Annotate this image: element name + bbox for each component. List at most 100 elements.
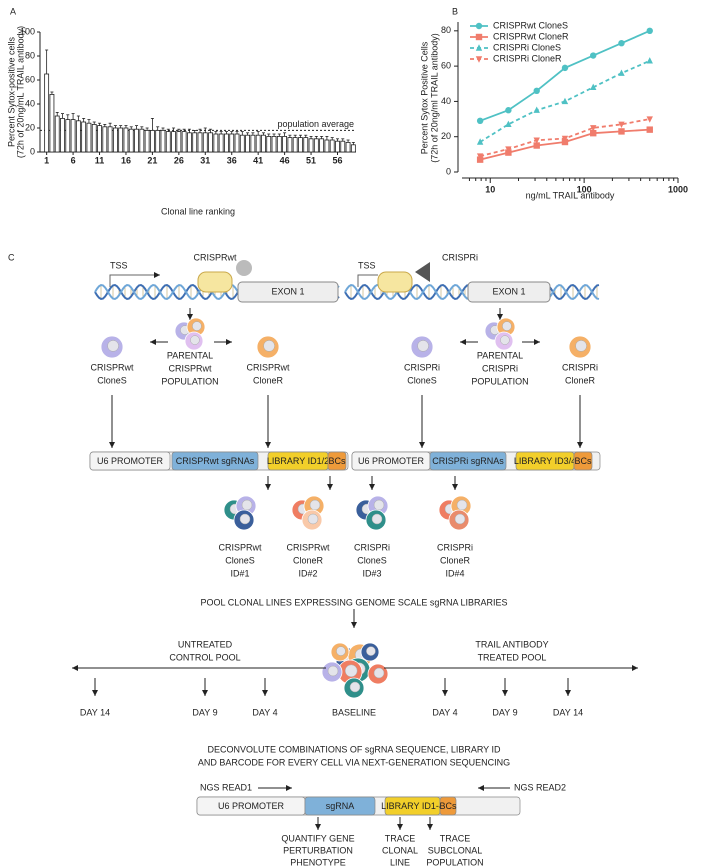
marker <box>561 97 569 105</box>
label: ID#3 <box>362 568 381 578</box>
cell-nucleus <box>454 513 466 525</box>
read-label: NGS READ2 <box>514 782 566 792</box>
vector-label: LIBRARY ID1-4 <box>381 801 444 811</box>
marker <box>590 52 597 59</box>
marker <box>476 153 484 160</box>
cell-nucleus <box>239 513 251 525</box>
bar <box>245 134 251 153</box>
vector-segment <box>89 451 171 471</box>
marker <box>646 27 653 35</box>
bar <box>271 135 277 153</box>
label: CloneR <box>293 555 324 565</box>
x-tick-label: 6 <box>71 155 76 165</box>
label: CloneS <box>357 555 387 565</box>
bar <box>234 133 240 153</box>
construct-name: CRISPRi <box>442 252 478 262</box>
bar <box>250 134 256 153</box>
label: CloneS <box>97 375 127 385</box>
y-tick-label: 80 <box>441 25 451 35</box>
bar <box>197 132 203 153</box>
marker <box>505 146 512 153</box>
bar <box>65 119 71 153</box>
timepoint-label: DAY 4 <box>252 707 277 717</box>
label: ID#1 <box>230 568 249 578</box>
x-tick-label: 26 <box>174 155 184 165</box>
bar <box>187 132 192 153</box>
bar <box>144 129 150 153</box>
cell-nucleus <box>575 340 587 352</box>
timepoint-label: DAY 9 <box>492 707 517 717</box>
bar <box>266 135 272 153</box>
label: CRISPRi <box>562 362 598 372</box>
marker <box>505 107 512 114</box>
bar <box>155 129 161 153</box>
cell-nucleus <box>500 335 510 345</box>
marker <box>533 142 540 149</box>
marker <box>533 106 540 113</box>
cell-nucleus <box>371 513 383 525</box>
cell-nucleus <box>366 646 376 656</box>
label: TRACE <box>440 833 471 843</box>
label: CloneR <box>565 375 596 385</box>
marker <box>646 116 653 123</box>
legend-marker <box>475 56 483 63</box>
tss-arrow <box>357 274 378 287</box>
label: POPULATION <box>426 857 483 867</box>
marker <box>590 83 597 90</box>
y-axis-sublabel: (72h of 20ng/mL TRAIL antibody) <box>15 26 25 158</box>
bar <box>261 134 266 153</box>
bar <box>70 119 76 153</box>
y-tick-label: 80 <box>25 50 35 60</box>
y-tick-label: 20 <box>441 131 451 141</box>
timepoint-label: DAY 14 <box>553 707 583 717</box>
cell-nucleus <box>502 321 512 331</box>
bar <box>329 139 335 153</box>
marker <box>533 87 540 95</box>
x-tick-label: 51 <box>306 155 316 165</box>
bar <box>128 128 134 153</box>
cell-nucleus <box>373 499 385 511</box>
marker <box>590 129 597 137</box>
vector-segment <box>327 451 347 471</box>
bar <box>324 139 330 153</box>
bar <box>75 120 81 153</box>
marker <box>646 126 653 133</box>
bar <box>303 137 309 153</box>
x-tick-label: 41 <box>253 155 263 165</box>
bar <box>149 129 155 153</box>
bar <box>282 135 288 153</box>
cell-nucleus <box>263 340 275 352</box>
label: AND BARCODE FOR EVERY CELL VIA NEXT-GENE… <box>198 757 510 767</box>
marker <box>561 135 569 143</box>
bar <box>308 138 314 153</box>
y-tick-label: 60 <box>441 60 451 70</box>
label: SUBCLONAL <box>428 845 483 855</box>
bar <box>97 125 102 153</box>
label: CRISPRwt <box>286 542 330 552</box>
vector-label: BCs <box>328 456 346 466</box>
marker <box>618 39 625 47</box>
vector-segment <box>304 796 376 816</box>
vector-segment <box>573 451 593 471</box>
label: CRISPRwt <box>246 362 290 372</box>
x-tick-label: 31 <box>200 155 210 165</box>
vector-label: LIBRARY ID1/2 <box>267 456 329 466</box>
bar <box>313 138 319 153</box>
cell-nucleus <box>373 667 385 679</box>
bar <box>239 134 245 153</box>
bar <box>139 128 145 153</box>
label: TREATED POOL <box>478 652 547 662</box>
bar <box>160 129 166 153</box>
x-tick-label: 100 <box>577 184 592 194</box>
bar <box>112 127 118 153</box>
vector-label: BCs <box>574 456 592 466</box>
exon-label: EXON 1 <box>271 286 304 296</box>
cell-nucleus <box>336 646 346 656</box>
cell-nucleus <box>327 665 339 677</box>
cell-nucleus <box>349 681 361 693</box>
x-tick-label: 16 <box>121 155 131 165</box>
marker <box>476 117 484 125</box>
bar <box>340 140 346 153</box>
label: CRISPRwt <box>90 362 134 372</box>
